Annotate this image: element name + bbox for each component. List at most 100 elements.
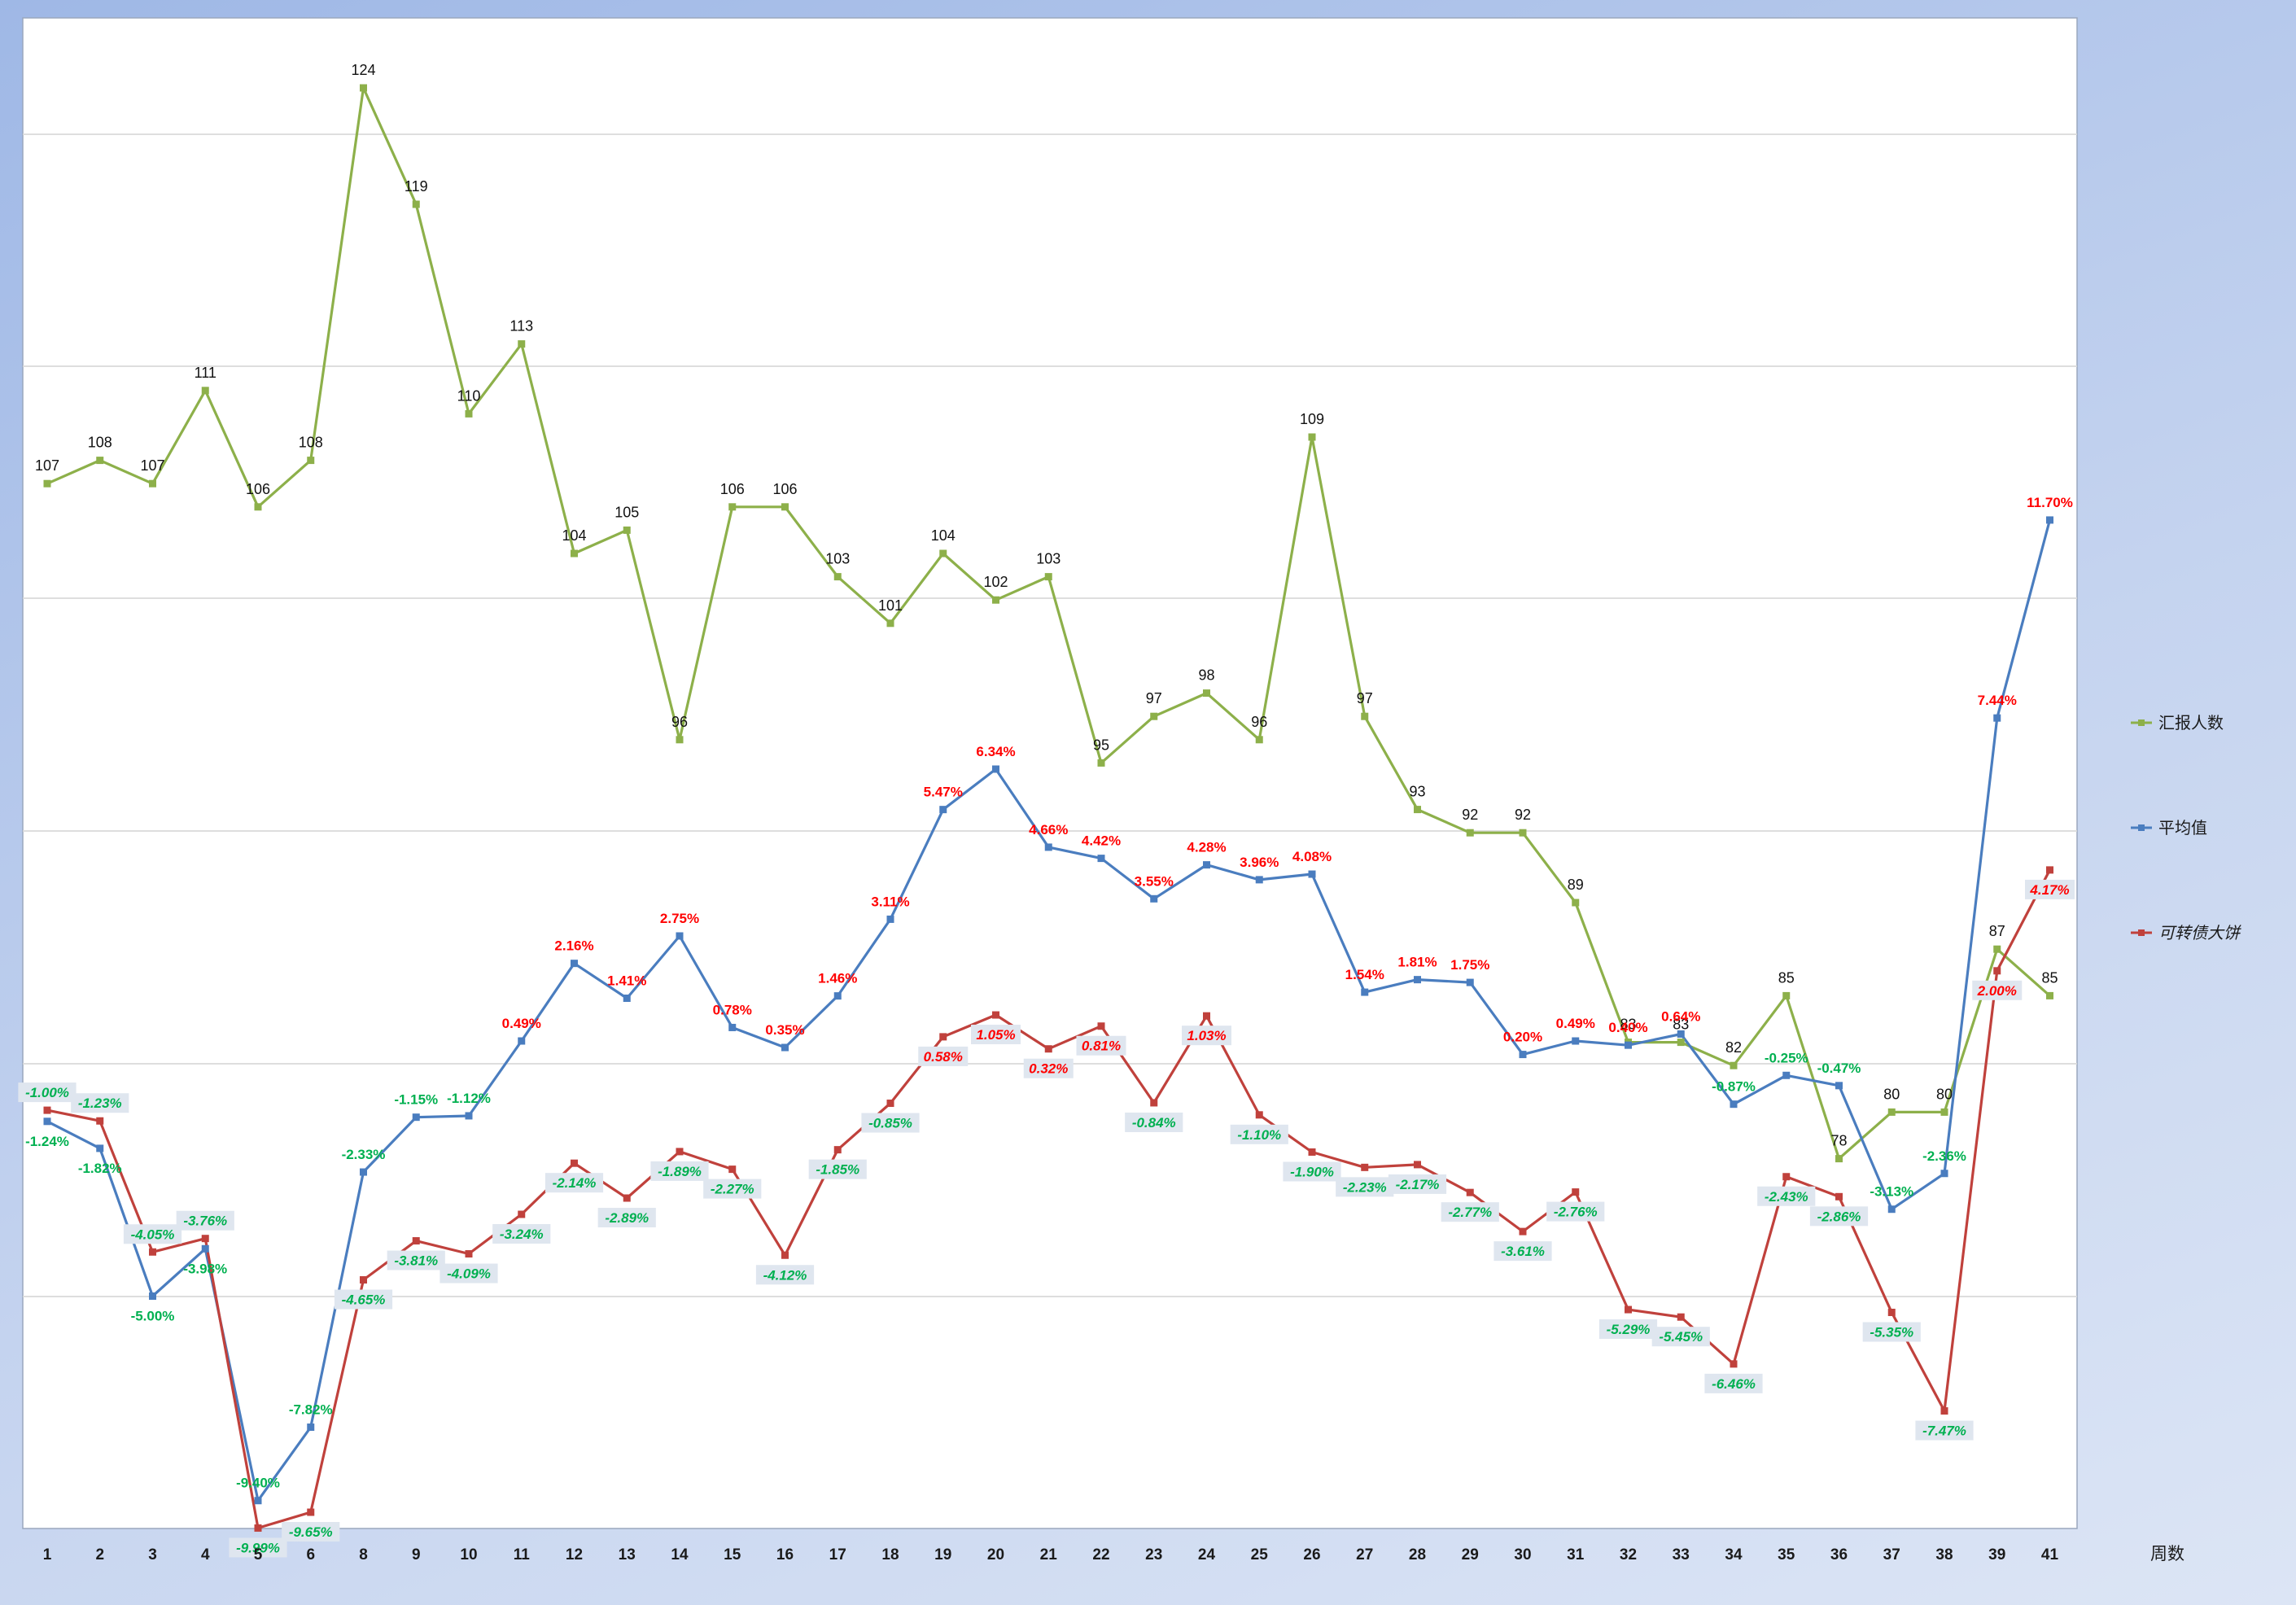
data-point-1 (1782, 991, 1791, 999)
data-point-1 (201, 387, 209, 395)
data-point-2 (1677, 1030, 1685, 1038)
data-label-cb: -2.77% (1448, 1205, 1492, 1220)
data-label-count: 98 (1198, 667, 1214, 684)
data-point-2 (1993, 714, 2001, 722)
data-label-cb: -1.23% (78, 1096, 122, 1111)
data-label-avg: -2.33% (342, 1147, 386, 1162)
x-tick-label: 15 (724, 1546, 741, 1563)
data-label-count: 108 (88, 435, 112, 451)
data-point-1 (886, 619, 894, 628)
data-label-cb: -1.85% (816, 1162, 859, 1178)
data-label-box (1230, 1124, 1288, 1144)
data-label-cb: -0.85% (868, 1116, 912, 1131)
data-point-1 (43, 479, 51, 488)
data-point-1 (781, 503, 789, 511)
data-point-3 (1150, 1099, 1158, 1107)
x-tick-label: 24 (1198, 1546, 1216, 1563)
data-label-box (387, 1250, 445, 1270)
data-point-2 (518, 1037, 526, 1045)
data-label-box (650, 1161, 709, 1181)
data-point-1 (676, 736, 684, 744)
legend-item-label: 平均值 (2158, 819, 2207, 837)
x-tick-label: 21 (1040, 1546, 1058, 1563)
data-label-count: 87 (1989, 923, 2005, 939)
data-point-3 (676, 1148, 684, 1156)
data-label-cb: -1.00% (25, 1085, 69, 1100)
data-point-1 (623, 526, 631, 534)
data-label-cb: -2.27% (711, 1182, 754, 1197)
data-label-avg: 0.64% (1661, 1008, 1700, 1024)
data-point-2 (43, 1117, 51, 1126)
data-label-count: 107 (140, 457, 164, 474)
data-point-3 (43, 1106, 51, 1114)
data-label-box (334, 1289, 393, 1310)
data-label-box (123, 1224, 182, 1244)
x-tick-label: 6 (306, 1546, 315, 1563)
x-tick-label: 34 (1725, 1546, 1743, 1563)
data-point-2 (1097, 855, 1105, 863)
data-point-3 (1993, 967, 2001, 975)
data-label-cb: -1.10% (1237, 1127, 1281, 1143)
data-point-3 (886, 1100, 894, 1108)
data-point-2 (1519, 1051, 1527, 1059)
data-label-count: 124 (351, 62, 375, 78)
data-label-box (1493, 1241, 1552, 1262)
data-label-cb: -4.09% (447, 1266, 491, 1282)
data-point-3 (1414, 1161, 1421, 1169)
x-tick-label: 3 (148, 1546, 157, 1563)
data-label-count: 83 (1620, 1017, 1636, 1033)
data-point-1 (412, 200, 420, 208)
data-label-avg: -9.40% (236, 1476, 280, 1491)
data-point-3 (1519, 1227, 1527, 1235)
data-label-avg: 2.75% (660, 911, 699, 926)
data-label-box (18, 1082, 77, 1103)
data-label-count: 107 (35, 457, 59, 474)
data-label-box (282, 1522, 340, 1542)
data-point-3 (1782, 1173, 1791, 1181)
data-label-avg: 1.46% (818, 971, 857, 986)
data-point-3 (1097, 1022, 1105, 1030)
data-label-count: 103 (1036, 551, 1061, 567)
data-point-3 (201, 1235, 209, 1243)
data-label-count: 85 (1778, 969, 1795, 986)
data-label-cb: -2.76% (1554, 1205, 1598, 1220)
data-label-avg: -5.00% (131, 1309, 175, 1324)
data-label-box (1336, 1177, 1394, 1197)
data-label-cb: -1.90% (1290, 1164, 1334, 1179)
data-label-avg: -3.98% (183, 1261, 227, 1276)
data-label-avg: 4.66% (1029, 822, 1068, 837)
data-point-3 (1730, 1360, 1738, 1368)
data-label-avg: -1.82% (78, 1161, 122, 1176)
data-point-1 (1519, 829, 1527, 837)
data-label-avg: 1.54% (1345, 967, 1384, 982)
data-label-avg: -1.12% (447, 1091, 491, 1106)
data-label-count: 103 (825, 551, 850, 567)
data-point-1 (465, 409, 473, 418)
data-label-count: 106 (772, 481, 797, 497)
legend-marker (2138, 824, 2145, 831)
data-label-count: 80 (1883, 1086, 1900, 1102)
data-label-box (1972, 980, 2023, 1000)
data-label-avg: 1.75% (1450, 957, 1489, 973)
data-label-count: 108 (299, 435, 323, 451)
data-point-1 (360, 84, 367, 92)
data-label-box (1076, 1035, 1126, 1056)
data-label-avg: -0.87% (1712, 1079, 1756, 1095)
x-tick-label: 4 (201, 1546, 210, 1563)
data-label-avg: 0.49% (1556, 1016, 1595, 1031)
data-point-1 (1308, 433, 1316, 441)
x-tick-label: 36 (1830, 1546, 1848, 1563)
data-label-box (1598, 1319, 1658, 1340)
data-label-count: 113 (509, 318, 533, 335)
data-label-cb: 2.00% (1977, 983, 2017, 999)
data-label-box (1809, 1206, 1869, 1227)
legend-marker (2138, 719, 2145, 726)
x-tick-label: 39 (1988, 1546, 2005, 1563)
data-point-2 (676, 932, 684, 940)
data-label-count: 97 (1357, 690, 1373, 706)
data-point-3 (1572, 1188, 1580, 1196)
data-label-box (1441, 1202, 1499, 1222)
data-point-2 (1835, 1082, 1843, 1090)
data-point-1 (1150, 712, 1158, 720)
data-label-avg: -0.47% (1817, 1061, 1861, 1076)
